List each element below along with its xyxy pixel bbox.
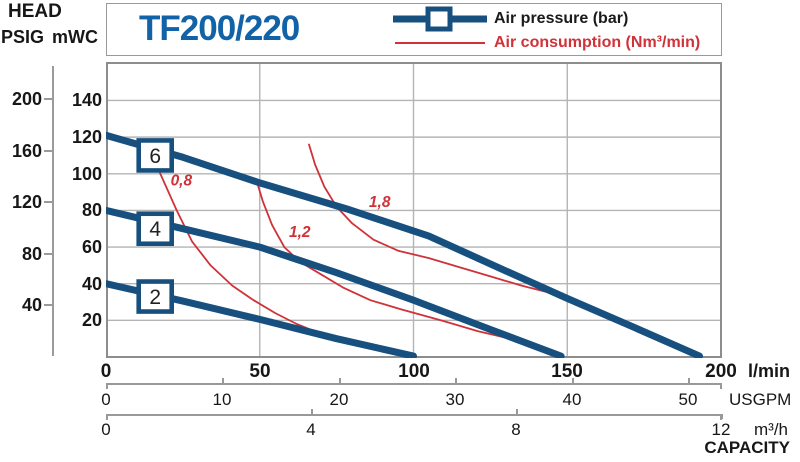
lmin-unit-label: l/min — [748, 361, 791, 381]
lmin-tick-label: 200 — [705, 361, 737, 382]
title-box: TF200/220 Air pressure (bar) Air consump… — [106, 3, 722, 56]
legend-row-air-pressure: Air pressure (bar) — [393, 6, 700, 32]
usgpm-tick — [222, 378, 224, 383]
usgpm-tick — [572, 378, 574, 383]
m3h-tick-label: 4 — [306, 420, 316, 439]
lmin-tick-label: 100 — [398, 361, 430, 382]
mwc-tick-label: 60 — [81, 237, 102, 257]
usgpm-tick-label: 30 — [445, 390, 465, 409]
usgpm-tick — [339, 378, 341, 383]
usgpm-tick-label: 10 — [212, 390, 232, 409]
psig-tick-label: 160 — [11, 141, 42, 161]
m3h-tick-label: 12 — [711, 420, 731, 439]
svg-text:0,8: 0,8 — [171, 173, 193, 190]
m3h-tick-label: 0 — [101, 420, 111, 439]
legend: Air pressure (bar) Air consumption (Nm³/… — [393, 6, 700, 55]
psig-tick-label: 40 — [21, 295, 42, 315]
psig-tick — [44, 253, 52, 255]
mwc-tick-label: 20 — [81, 310, 102, 330]
mwc-tick-label: 140 — [71, 90, 102, 110]
pressure-curve-box-4: 4 — [136, 211, 175, 247]
mwc-tick-label: 100 — [71, 164, 102, 184]
pressure-curve-box-2: 2 — [136, 279, 175, 314]
usgpm-scale-line — [106, 383, 722, 385]
usgpm-tick — [688, 378, 690, 383]
air-pressure-label: Air pressure (bar) — [494, 10, 629, 27]
plot-svg: 6 4 2 0,8 1,2 1,8 — [106, 62, 722, 358]
psig-tick-label: 80 — [21, 244, 42, 264]
page-title: TF200/220 — [139, 9, 300, 48]
mwc-tick-label: 80 — [81, 200, 102, 220]
psig-tick — [44, 150, 52, 152]
lmin-tick-label: 150 — [551, 361, 583, 382]
svg-text:1,2: 1,2 — [289, 224, 311, 241]
m3h-end-tick — [106, 414, 108, 420]
lmin-tick-label: 50 — [249, 361, 271, 382]
m3h-tick — [721, 414, 723, 419]
svg-text:4: 4 — [149, 218, 161, 241]
usgpm-tick-label: 20 — [329, 390, 349, 409]
usgpm-end-tick — [106, 383, 108, 389]
m3h-unit-label: m³/h — [754, 420, 788, 439]
psig-tick-label: 200 — [11, 89, 42, 109]
legend-row-air-consumption: Air consumption (Nm³/min) — [393, 31, 700, 55]
svg-text:1,8: 1,8 — [369, 194, 391, 211]
pressure-curve-box-6: 6 — [136, 138, 175, 173]
mwc-tick-label: 120 — [71, 127, 102, 147]
air-pressure-line-icon — [393, 6, 487, 32]
mwc-tick-label: 40 — [81, 274, 102, 294]
usgpm-tick — [455, 378, 457, 383]
psig-tick — [44, 201, 52, 203]
svg-text:6: 6 — [149, 145, 161, 168]
psig-axis-title: PSIG — [1, 27, 45, 47]
psig-tick — [44, 304, 52, 306]
head-axis-title: HEAD — [8, 1, 62, 22]
usgpm-tick-label: 0 — [101, 390, 111, 409]
m3h-tick — [516, 409, 518, 414]
psig-tick — [44, 98, 52, 100]
m3h-scale-line — [106, 414, 722, 416]
air-consumption-label: Air consumption (Nm³/min) — [494, 34, 701, 51]
m3h-tick-label: 8 — [511, 420, 521, 439]
m3h-tick — [311, 409, 313, 414]
usgpm-unit-label: USGPM — [729, 390, 792, 409]
capacity-axis-title: CAPACITY — [704, 438, 790, 457]
m3h-end-tick — [720, 414, 722, 420]
lmin-tick-label: 0 — [100, 361, 112, 382]
usgpm-tick-label: 50 — [678, 390, 698, 409]
usgpm-tick-label: 40 — [562, 390, 582, 409]
psig-tick-label: 120 — [11, 192, 42, 212]
air-consumption-line-icon — [395, 42, 485, 44]
svg-text:2: 2 — [149, 286, 161, 309]
mwc-axis-title: mWC — [52, 27, 98, 47]
usgpm-end-tick — [720, 383, 722, 389]
psig-axis-line — [52, 66, 54, 356]
